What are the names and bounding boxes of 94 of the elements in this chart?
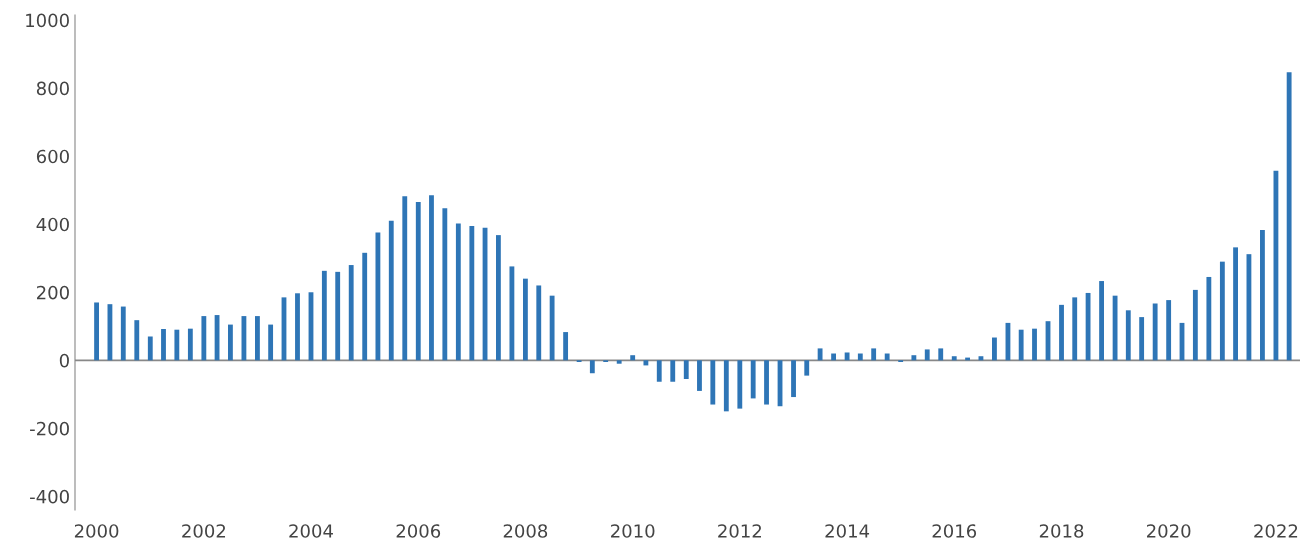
y-tick-label: 800 xyxy=(36,81,69,96)
bar xyxy=(228,324,233,361)
x-tick-label: 2020 xyxy=(1147,524,1191,538)
bar xyxy=(710,360,716,405)
bar xyxy=(589,360,595,374)
bar xyxy=(1152,303,1158,361)
bar xyxy=(643,360,649,366)
bar xyxy=(924,349,930,361)
bar xyxy=(255,316,260,361)
bar xyxy=(1072,297,1078,361)
bar xyxy=(884,353,890,361)
bar xyxy=(764,360,769,405)
bar xyxy=(723,360,729,412)
bar xyxy=(120,306,126,361)
y-tick-label: 0 xyxy=(59,353,69,368)
bar xyxy=(1125,310,1131,361)
bar xyxy=(522,278,528,361)
bar xyxy=(844,352,850,361)
bar xyxy=(697,360,702,391)
bar xyxy=(402,196,408,361)
bar xyxy=(1085,292,1091,361)
bar xyxy=(1166,300,1172,361)
bar xyxy=(295,293,300,361)
bar xyxy=(992,337,997,361)
bar xyxy=(362,252,368,361)
y-tick-label: 400 xyxy=(36,217,69,232)
x-tick-label: 2014 xyxy=(825,524,870,538)
bar xyxy=(509,266,515,361)
bar xyxy=(1219,261,1225,361)
y-tick-label: -400 xyxy=(30,489,69,504)
bar xyxy=(348,265,354,361)
bar xyxy=(750,360,756,399)
bar xyxy=(94,302,99,361)
bar xyxy=(469,225,475,361)
bar xyxy=(951,356,957,361)
bar xyxy=(817,348,823,361)
bar xyxy=(1260,230,1265,361)
bar xyxy=(857,353,863,361)
bar xyxy=(415,202,421,361)
bar xyxy=(134,320,140,361)
bar xyxy=(388,220,394,361)
x-tick-label: 2010 xyxy=(611,524,655,538)
x-tick-label: 2012 xyxy=(718,524,761,538)
bar xyxy=(268,324,274,361)
bar xyxy=(938,348,944,361)
x-tick-label: 2008 xyxy=(503,524,548,538)
bar xyxy=(1099,281,1104,361)
bar xyxy=(683,360,689,380)
bar xyxy=(616,360,622,364)
x-tick-label: 2016 xyxy=(932,524,977,538)
x-tick-label: 2002 xyxy=(182,524,226,538)
x-tick-label: 2018 xyxy=(1039,524,1084,538)
bar xyxy=(871,348,877,361)
bar xyxy=(1286,72,1292,361)
bar xyxy=(656,360,662,382)
x-tick-label: 2006 xyxy=(396,524,441,538)
bar xyxy=(442,208,448,361)
bar xyxy=(161,329,166,361)
bar xyxy=(549,295,555,361)
x-tick-label: 2000 xyxy=(74,524,119,538)
bar xyxy=(174,329,180,361)
bar xyxy=(536,285,542,361)
bar xyxy=(804,360,810,376)
bar xyxy=(1192,289,1198,361)
bar xyxy=(831,353,837,361)
bar xyxy=(1032,328,1037,361)
x-tick-label: 2004 xyxy=(289,524,333,538)
y-tick-label: 200 xyxy=(37,285,69,300)
bar xyxy=(1112,295,1118,361)
bar xyxy=(791,360,796,398)
bar xyxy=(1059,304,1064,361)
bar xyxy=(241,316,247,361)
bar xyxy=(737,360,743,409)
bar xyxy=(1139,317,1145,361)
bar xyxy=(335,271,341,361)
bar xyxy=(495,235,501,361)
y-tick-label: 1000 xyxy=(26,13,69,28)
bar xyxy=(455,223,461,361)
bar xyxy=(563,332,569,361)
bar xyxy=(429,195,434,361)
bar xyxy=(321,270,327,361)
bar xyxy=(187,328,193,361)
bar xyxy=(147,336,153,361)
bar xyxy=(630,355,636,361)
bar xyxy=(911,355,917,361)
bar xyxy=(1018,329,1024,361)
x-tick-label: 2022 xyxy=(1254,524,1298,538)
bar xyxy=(670,360,676,382)
bar xyxy=(375,232,381,361)
bar xyxy=(1206,276,1212,361)
bar xyxy=(1233,247,1238,361)
y-tick-label: -200 xyxy=(30,421,69,436)
bar xyxy=(201,316,207,361)
y-tick-label: 600 xyxy=(36,149,69,164)
